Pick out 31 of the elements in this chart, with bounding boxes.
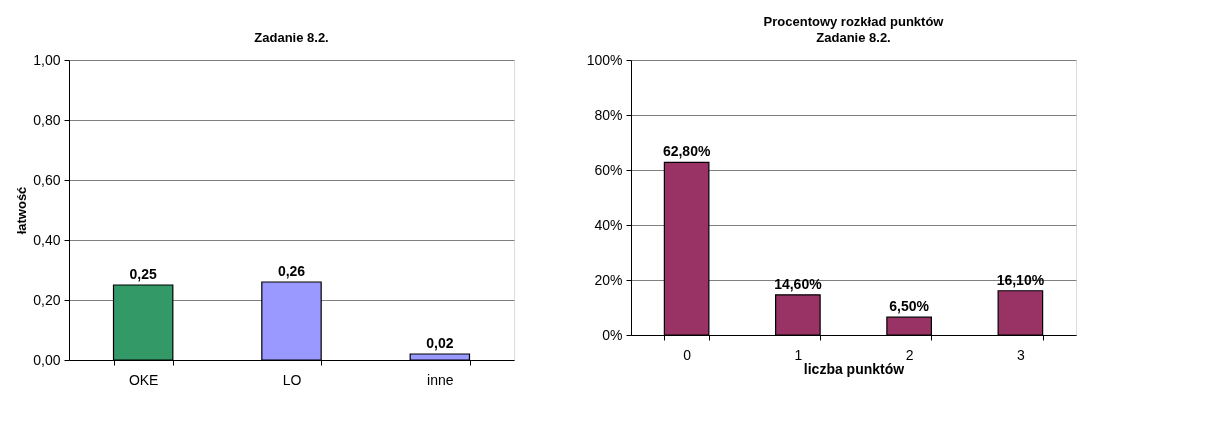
chart-title: Zadanie 8.2. — [254, 30, 329, 45]
x-tick-label: inne — [427, 371, 454, 388]
y-tick-label: 0% — [602, 326, 623, 343]
data-label: 16,10% — [996, 271, 1045, 288]
x-tick-label: OKE — [128, 371, 159, 388]
y-tick-label: 80% — [594, 106, 623, 123]
y-axis-title: łatwość — [14, 186, 30, 235]
data-label: 62,80% — [662, 143, 711, 160]
x-tick-label: 2 — [905, 346, 914, 363]
data-label: 0,26 — [277, 263, 306, 279]
y-tick-label: 20% — [594, 271, 623, 288]
x-tick-label: 3 — [1016, 346, 1025, 363]
x-tick-label: 0 — [683, 346, 692, 363]
y-tick-label: 0,40 — [33, 231, 61, 248]
x-tick-label: 1 — [794, 346, 803, 363]
y-tick-label: 0,00 — [33, 351, 61, 368]
chart-title: Procentowy rozkład punktów — [763, 14, 945, 29]
x-axis-title: liczba punktów — [803, 360, 905, 377]
y-tick-label: 0,20 — [33, 291, 61, 308]
y-tick-label: 40% — [594, 216, 623, 233]
y-tick-label: 100% — [586, 51, 623, 68]
x-tick-label: LO — [282, 371, 302, 388]
data-label: 14,60% — [774, 275, 823, 292]
data-label: 0,25 — [129, 266, 157, 282]
data-label: 0,02 — [426, 335, 454, 351]
chart-subtitle: Zadanie 8.2. — [816, 30, 891, 45]
y-tick-label: 0,60 — [33, 171, 61, 188]
data-label: 6,50% — [889, 298, 930, 315]
y-tick-label: 1,00 — [33, 51, 61, 68]
y-tick-label: 0,80 — [33, 111, 61, 128]
y-tick-label: 60% — [594, 161, 623, 178]
